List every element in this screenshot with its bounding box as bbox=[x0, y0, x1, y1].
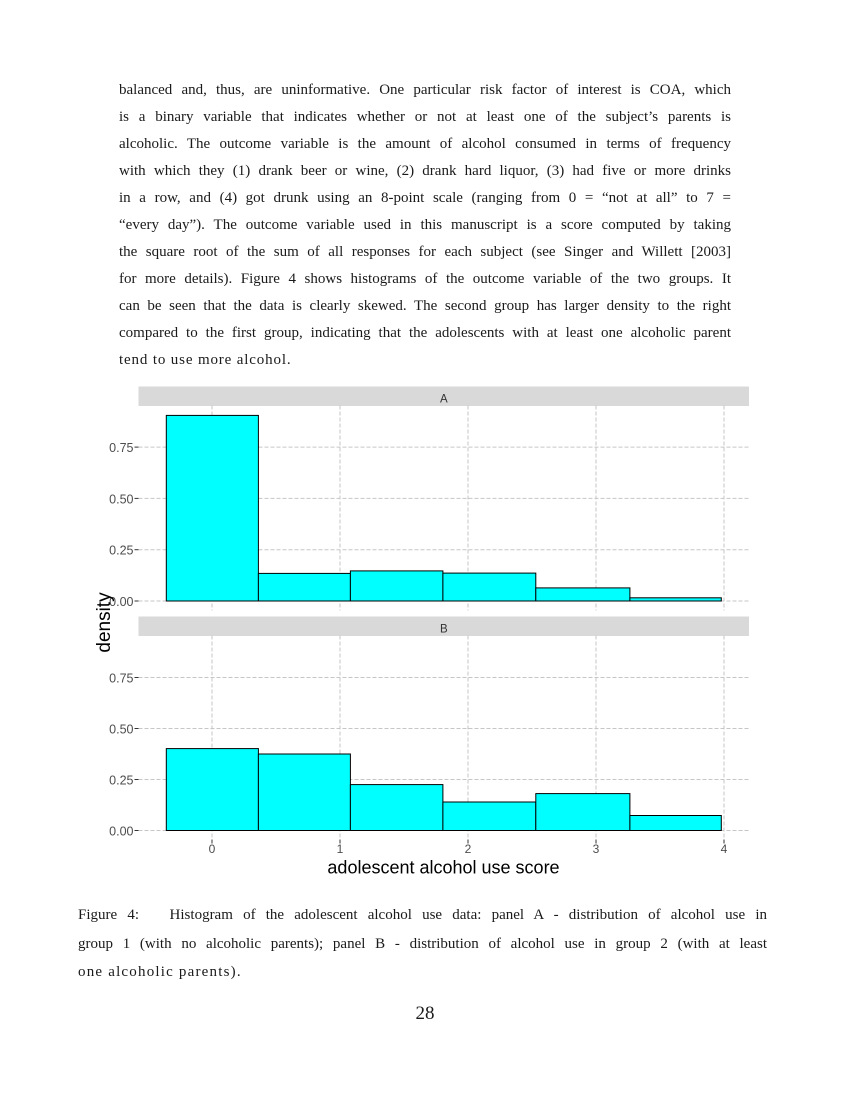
svg-text:3: 3 bbox=[593, 842, 600, 856]
svg-text:A: A bbox=[440, 393, 448, 405]
svg-text:0.75: 0.75 bbox=[109, 441, 133, 455]
svg-text:0.00: 0.00 bbox=[109, 825, 133, 839]
svg-text:0: 0 bbox=[209, 842, 216, 856]
svg-text:2: 2 bbox=[465, 842, 472, 856]
svg-text:0.25: 0.25 bbox=[109, 544, 133, 558]
svg-text:1: 1 bbox=[337, 842, 344, 856]
svg-text:adolescent alcohol use score: adolescent alcohol use score bbox=[327, 857, 559, 877]
svg-text:B: B bbox=[440, 623, 448, 635]
svg-text:0.50: 0.50 bbox=[109, 492, 133, 506]
svg-text:4: 4 bbox=[721, 842, 728, 856]
svg-text:0.75: 0.75 bbox=[109, 672, 133, 686]
svg-text:density: density bbox=[94, 592, 115, 653]
svg-text:0.25: 0.25 bbox=[109, 774, 133, 788]
svg-text:0.50: 0.50 bbox=[109, 723, 133, 737]
svg-text:0.00: 0.00 bbox=[109, 595, 133, 609]
